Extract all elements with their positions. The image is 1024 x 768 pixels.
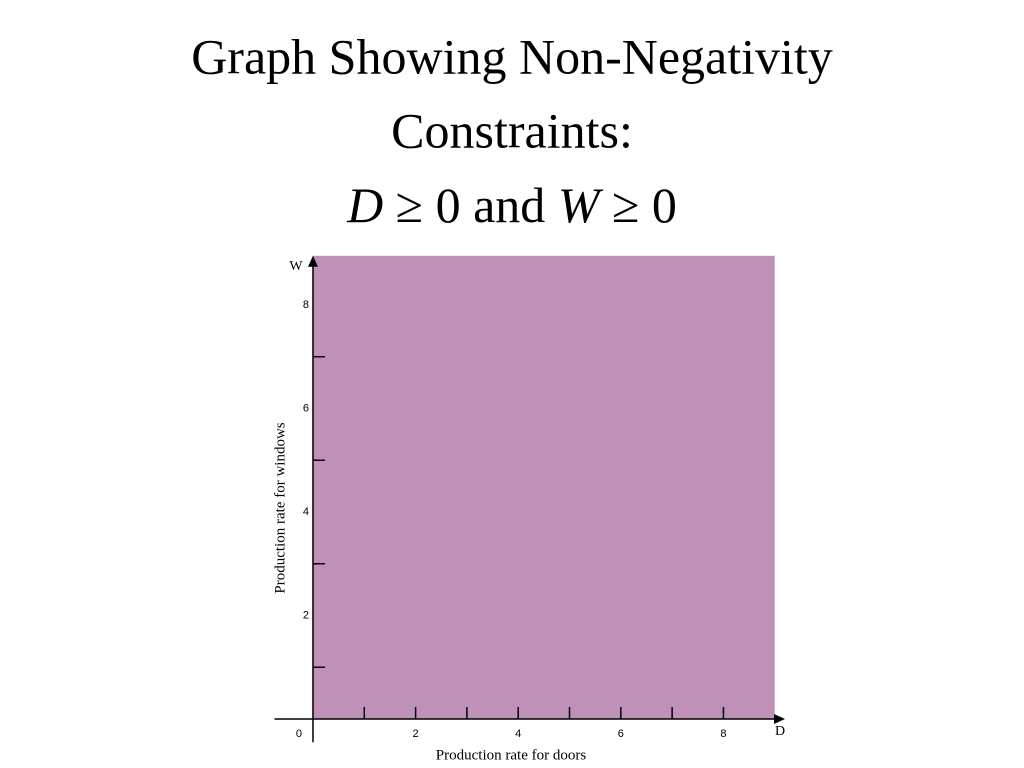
y-tick-label: 8: [303, 299, 309, 311]
title-line: Constraints:: [391, 102, 633, 158]
subtitle-part: ≥ 0 and: [383, 177, 558, 233]
y-axis-arrow: [307, 255, 318, 267]
y-axis-name: W: [289, 259, 303, 274]
y-axis-label: Production rate for windows: [272, 422, 288, 593]
x-tick-label: 6: [618, 728, 624, 740]
y-tick-label: 6: [303, 402, 309, 414]
title-line: Graph Showing Non-Negativity: [191, 28, 833, 84]
subtitle-part: W: [558, 177, 604, 233]
x-tick-label: 8: [720, 728, 726, 740]
x-axis-label: Production rate for doors: [436, 747, 587, 763]
x-tick-label: 2: [413, 728, 419, 740]
x-axis-arrow: [774, 714, 785, 725]
plot: 0 2 4 6 8 2 4 6 8 D W Production rate for doors Prod…: [272, 255, 785, 763]
x-tick-label: 0: [296, 728, 302, 740]
subtitle-part: D: [346, 177, 383, 233]
x-axis-name: D: [775, 724, 785, 739]
x-tick-label: 4: [515, 728, 521, 740]
subtitle: D ≥ 0 and W ≥ 0: [346, 177, 677, 233]
y-tick-label: 2: [303, 609, 309, 621]
feasible-region: [312, 255, 775, 720]
subtitle-part: ≥ 0: [599, 177, 676, 233]
y-tick-label: 4: [303, 506, 309, 518]
